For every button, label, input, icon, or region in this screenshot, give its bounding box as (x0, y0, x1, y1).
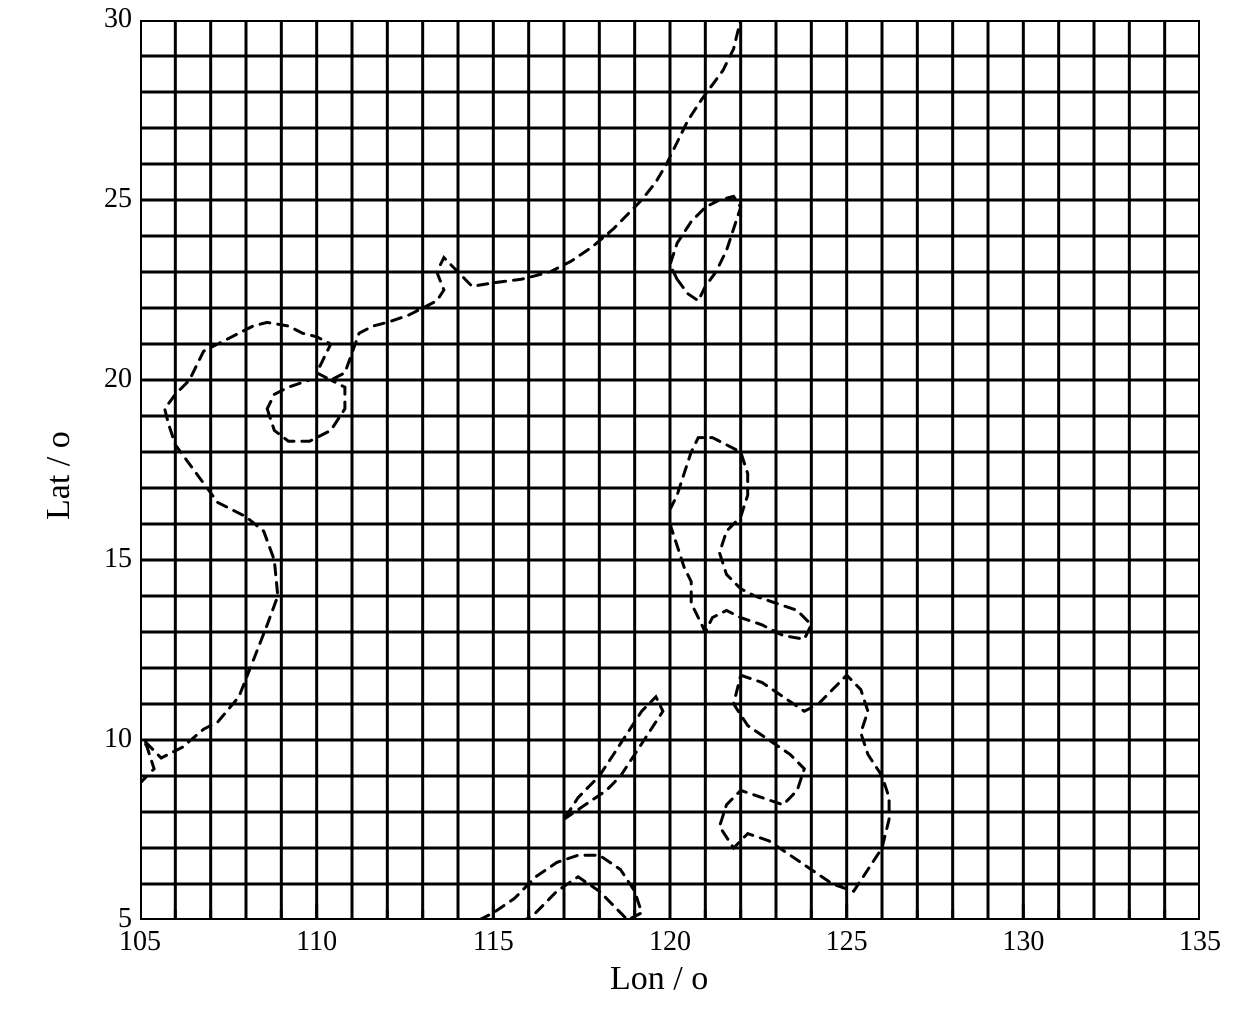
y-tick-label: 15 (104, 543, 132, 575)
y-tick-label: 5 (118, 903, 132, 935)
y-tick-label: 20 (104, 363, 132, 395)
coast-borneo-north (451, 855, 642, 920)
y-tick-label: 30 (104, 3, 132, 35)
x-axis-label: Lon / o (610, 960, 708, 998)
y-tick-label: 10 (104, 723, 132, 755)
x-tick-label: 135 (1175, 926, 1225, 958)
coast-hainan-island (267, 380, 345, 441)
x-tick-label: 120 (645, 926, 695, 958)
coast-palawan (564, 697, 663, 819)
x-tick-label: 130 (998, 926, 1048, 958)
y-tick-label: 25 (104, 183, 132, 215)
chart-container: Lon / o Lat / o 105110115120125130135510… (0, 0, 1240, 1017)
x-tick-label: 125 (822, 926, 872, 958)
x-tick-label: 115 (468, 926, 518, 958)
x-tick-label: 110 (292, 926, 342, 958)
y-axis-label: Lat / o (40, 431, 78, 520)
plot-svg (140, 20, 1200, 920)
coast-visayas-mindanao (720, 675, 890, 891)
plot-area (140, 20, 1200, 920)
